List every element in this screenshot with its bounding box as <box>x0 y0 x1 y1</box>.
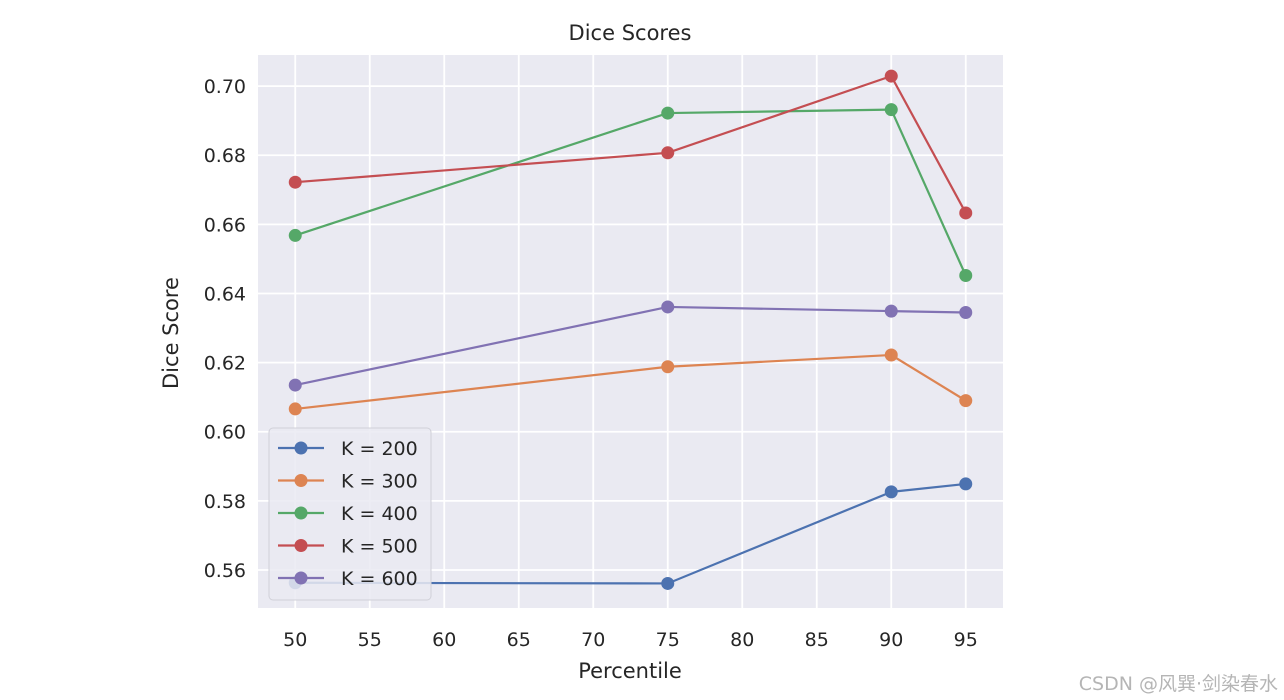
legend-label: K = 500 <box>341 536 418 558</box>
legend-label: K = 200 <box>341 438 418 460</box>
x-tick-label: 80 <box>730 629 754 651</box>
data-point <box>959 206 973 220</box>
data-point <box>288 175 302 189</box>
legend-marker <box>294 441 308 455</box>
data-point <box>884 69 898 83</box>
legend-marker <box>294 571 308 585</box>
legend-label: K = 400 <box>341 503 418 525</box>
data-point <box>288 228 302 242</box>
x-tick-label: 85 <box>805 629 829 651</box>
chart-title: Dice Scores <box>569 21 692 45</box>
y-tick-label: 0.66 <box>204 214 246 236</box>
series-line <box>295 305 966 387</box>
data-point <box>959 305 973 319</box>
legend-box <box>268 427 432 601</box>
x-tick-label: 55 <box>358 629 382 651</box>
x-tick-label: 95 <box>954 629 978 651</box>
data-point <box>884 304 898 318</box>
series-line <box>295 74 967 214</box>
legend: K = 200 K = 300 K = 400 K = 500 K = 600 <box>268 427 432 601</box>
data-point <box>661 360 675 374</box>
watermark: CSDN @风巽·剑染春水 <box>1078 673 1278 695</box>
data-point <box>884 485 898 499</box>
series-line <box>295 353 967 411</box>
y-tick-labels: 0.56 0.58 0.60 0.62 0.64 0.66 0.68 0.70 <box>204 76 246 582</box>
x-tick-label: 50 <box>283 629 307 651</box>
y-tick-label: 0.70 <box>204 76 246 98</box>
data-point <box>959 269 973 283</box>
series-points <box>288 69 973 590</box>
y-tick-label: 0.62 <box>204 353 246 375</box>
series-line <box>294 108 967 276</box>
x-tick-label: 60 <box>432 629 456 651</box>
data-point <box>884 103 898 117</box>
data-point <box>661 106 675 120</box>
x-tick-label: 90 <box>879 629 903 651</box>
data-point <box>661 300 675 314</box>
x-tick-label: 65 <box>507 629 531 651</box>
x-axis-label: Percentile <box>578 659 682 683</box>
legend-label: K = 600 <box>341 568 418 590</box>
y-tick-label: 0.56 <box>204 560 246 582</box>
legend-label: K = 300 <box>341 471 418 493</box>
y-tick-label: 0.60 <box>204 422 246 444</box>
x-tick-label: 70 <box>581 629 605 651</box>
data-point <box>661 576 675 590</box>
series-line <box>295 482 966 585</box>
data-point <box>288 378 302 392</box>
y-tick-label: 0.64 <box>204 283 246 305</box>
data-point <box>959 477 973 491</box>
y-tick-label: 0.68 <box>204 145 246 167</box>
legend-marker <box>294 506 308 520</box>
data-point <box>884 348 898 362</box>
series-lines <box>294 74 967 585</box>
data-point <box>661 146 675 160</box>
x-tick-label: 75 <box>656 629 680 651</box>
y-axis-label: Dice Score <box>159 277 183 389</box>
legend-marker <box>294 539 308 552</box>
x-tick-labels: 50 55 60 65 70 75 80 85 90 95 <box>283 629 978 651</box>
data-point <box>288 402 302 416</box>
y-tick-label: 0.58 <box>204 491 246 513</box>
legend-marker <box>294 474 308 487</box>
grid <box>258 55 1003 608</box>
data-point <box>959 394 973 408</box>
